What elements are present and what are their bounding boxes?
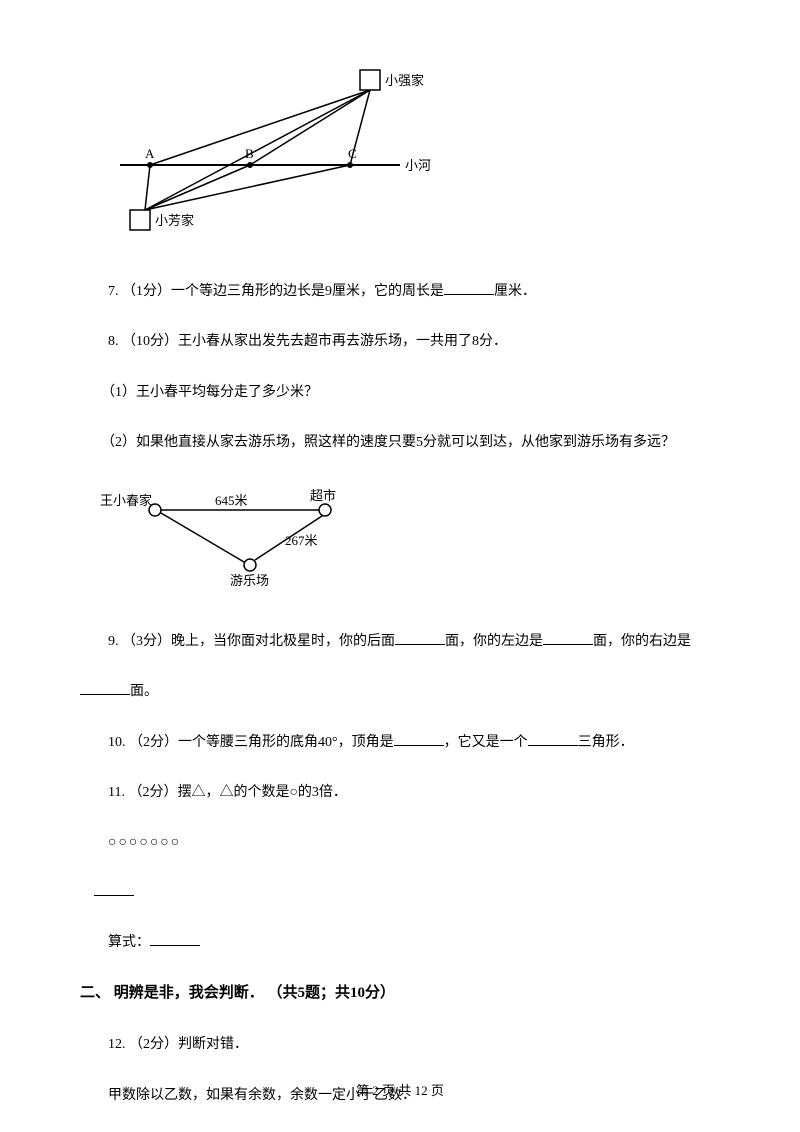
q7-blank[interactable]: [444, 281, 494, 295]
question-7: 7. （1分）一个等边三角形的边长是9厘米，它的周长是 厘米．: [80, 279, 720, 304]
q9-text3: 面，你的右边是: [593, 634, 691, 649]
question-9-cont: 面。: [80, 679, 720, 704]
park-label: 游乐场: [230, 573, 269, 588]
q10-text1: 10. （2分）一个等腰三角形的底角40°，顶角是: [108, 735, 394, 750]
xiaofang-label: 小芳家: [155, 213, 194, 228]
q7-text-after: 厘米．: [494, 284, 536, 299]
q9-text4: 面。: [130, 684, 158, 699]
route-diagram-svg: 王小春家 超市 游乐场 645米 267米: [100, 480, 380, 590]
q9-text1: 9. （3分）晚上，当你面对北极星时，你的后面: [108, 634, 395, 649]
river-label: 小河: [405, 158, 431, 173]
q11-formula-blank[interactable]: [150, 932, 200, 946]
diagram-2: 王小春家 超市 游乐场 645米 267米: [100, 480, 720, 599]
diagram-1: A B C 小河 小强家 小芳家: [100, 60, 720, 249]
q9-text2: 面，你的左边是: [445, 634, 543, 649]
q10-text2: ，它又是一个: [444, 735, 528, 750]
question-8-sub1: （1）王小春平均每分走了多少米？: [80, 380, 720, 405]
question-8-main: 8. （10分）王小春从家出发先去超市再去游乐场，一共用了8分．: [80, 329, 720, 354]
question-8-sub2: （2）如果他直接从家去游乐场，照这样的速度只要5分就可以到达，从他家到游乐场有多…: [80, 430, 720, 455]
q11-blank[interactable]: [94, 882, 134, 896]
dist1-label: 645米: [215, 493, 248, 508]
question-11-circles: ○○○○○○○: [108, 830, 720, 855]
q9-blank1[interactable]: [395, 631, 445, 645]
q11-formula-label: 算式：: [108, 935, 150, 950]
home-label: 王小春家: [100, 493, 152, 508]
q10-text3: 三角形．: [578, 735, 634, 750]
section-2-header: 二、 明辨是非，我会判断． （共5题；共10分）: [80, 980, 720, 1007]
question-9: 9. （3分）晚上，当你面对北极星时，你的后面 面，你的左边是 面，你的右边是: [80, 629, 720, 654]
point-a-label: A: [145, 146, 155, 161]
market-label: 超市: [310, 488, 336, 503]
q7-text-before: 7. （1分）一个等边三角形的边长是9厘米，它的周长是: [108, 284, 444, 299]
q9-blank3[interactable]: [80, 681, 130, 695]
page-footer: 第 2 页 共 12 页: [0, 1079, 800, 1102]
question-11-main: 11. （2分）摆△，△的个数是○的3倍．: [80, 780, 720, 805]
question-11-formula: 算式：: [108, 930, 720, 955]
q9-blank2[interactable]: [543, 631, 593, 645]
dist2-label: 267米: [285, 533, 318, 548]
question-10: 10. （2分）一个等腰三角形的底角40°，顶角是 ，它又是一个 三角形．: [80, 730, 720, 755]
q10-blank1[interactable]: [394, 732, 444, 746]
xiaoqiang-label: 小强家: [385, 73, 424, 88]
question-12-main: 12. （2分）判断对错．: [80, 1032, 720, 1057]
q10-blank2[interactable]: [528, 732, 578, 746]
river-diagram-svg: A B C 小河 小强家 小芳家: [100, 60, 440, 240]
question-11-blank-row: [94, 880, 720, 905]
